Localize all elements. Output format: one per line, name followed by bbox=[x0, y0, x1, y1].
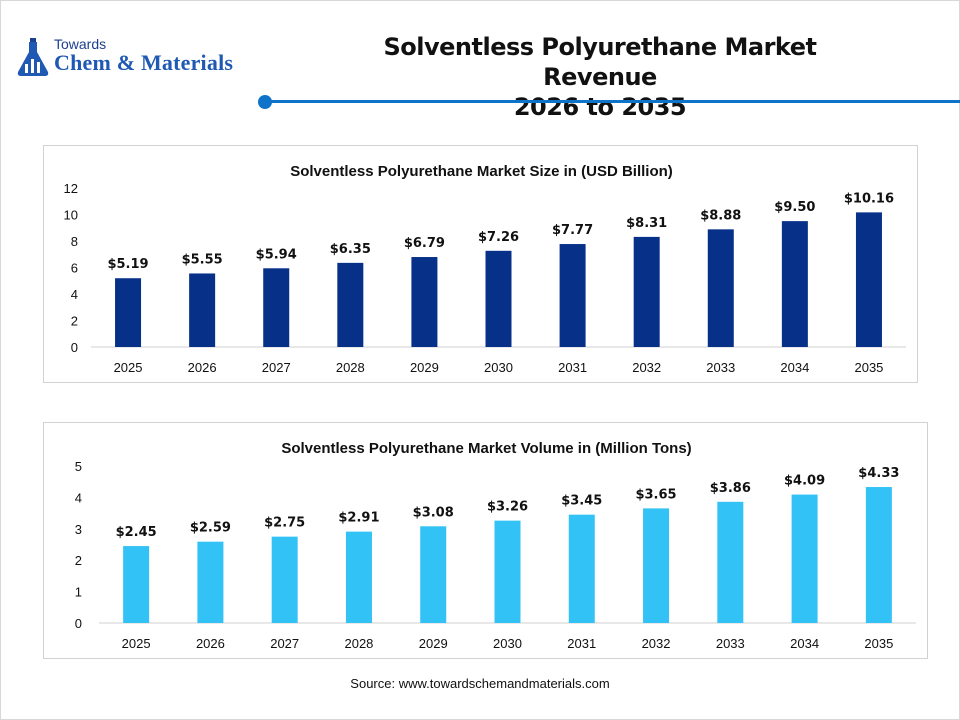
header-rule-line bbox=[268, 100, 960, 103]
bar bbox=[411, 257, 438, 347]
bar bbox=[337, 262, 364, 347]
y-tick-label: 1 bbox=[75, 585, 82, 600]
x-tick-label: 2030 bbox=[493, 636, 522, 651]
data-label: $5.55 bbox=[182, 252, 223, 267]
bar bbox=[271, 536, 298, 623]
bar bbox=[559, 244, 586, 347]
logo-top-text: Towards bbox=[54, 36, 107, 52]
data-label: $3.08 bbox=[413, 505, 454, 520]
bar bbox=[420, 526, 447, 623]
data-label: $8.88 bbox=[700, 208, 741, 223]
bar bbox=[345, 531, 372, 623]
data-label: $3.65 bbox=[635, 487, 676, 502]
data-label: $4.09 bbox=[784, 474, 825, 489]
data-label: $5.94 bbox=[256, 247, 297, 262]
header-rule-dot bbox=[258, 95, 272, 109]
x-tick-label: 2033 bbox=[706, 360, 735, 375]
bar bbox=[865, 487, 892, 623]
chart-title: Solventless Polyurethane Market Size in … bbox=[290, 163, 673, 180]
x-tick-label: 2025 bbox=[114, 360, 143, 375]
data-label: $6.79 bbox=[404, 236, 445, 251]
x-tick-label: 2035 bbox=[864, 636, 893, 651]
data-label: $2.91 bbox=[338, 511, 379, 526]
data-label: $10.16 bbox=[844, 191, 894, 206]
x-tick-label: 2031 bbox=[567, 636, 596, 651]
y-tick-label: 10 bbox=[64, 208, 78, 223]
bar bbox=[197, 541, 224, 623]
y-tick-label: 0 bbox=[71, 340, 78, 355]
x-tick-label: 2032 bbox=[642, 636, 671, 651]
bar bbox=[189, 273, 216, 347]
y-tick-label: 3 bbox=[75, 522, 82, 537]
bar bbox=[123, 546, 150, 623]
bar bbox=[707, 229, 734, 347]
x-tick-label: 2033 bbox=[716, 636, 745, 651]
y-tick-label: 4 bbox=[71, 287, 78, 302]
x-tick-label: 2030 bbox=[484, 360, 513, 375]
bar bbox=[781, 221, 808, 347]
revenue-chart-panel: Solventless Polyurethane Market Size in … bbox=[43, 145, 918, 383]
data-label: $3.86 bbox=[710, 481, 751, 496]
data-label: $3.26 bbox=[487, 500, 528, 515]
data-label: $8.31 bbox=[626, 216, 667, 231]
data-label: $7.77 bbox=[552, 223, 593, 238]
x-tick-label: 2028 bbox=[344, 636, 373, 651]
flask-chart-icon bbox=[17, 38, 49, 76]
bar bbox=[643, 508, 670, 623]
y-tick-label: 8 bbox=[71, 234, 78, 249]
data-label: $6.35 bbox=[330, 242, 371, 257]
y-tick-label: 4 bbox=[75, 490, 82, 505]
data-label: $9.50 bbox=[774, 200, 815, 215]
bar bbox=[263, 268, 290, 347]
x-tick-label: 2027 bbox=[270, 636, 299, 651]
revenue-chart: Solventless Polyurethane Market Size in … bbox=[64, 163, 906, 375]
data-label: $4.33 bbox=[858, 466, 899, 481]
x-tick-label: 2029 bbox=[410, 360, 439, 375]
x-tick-label: 2034 bbox=[790, 636, 819, 651]
y-tick-label: 2 bbox=[71, 314, 78, 329]
bar bbox=[717, 501, 744, 623]
y-tick-label: 2 bbox=[75, 553, 82, 568]
x-tick-label: 2032 bbox=[632, 360, 661, 375]
data-label: $5.19 bbox=[107, 257, 148, 272]
page-title: Solventless Polyurethane Market Revenue … bbox=[330, 32, 870, 122]
bar bbox=[568, 514, 595, 623]
logo: Towards Chem & Materials bbox=[16, 36, 261, 78]
bar bbox=[791, 494, 818, 623]
page-title-line2: 2026 to 2035 bbox=[513, 93, 687, 121]
volume-chart-panel: Solventless Polyurethane Market Volume i… bbox=[43, 422, 928, 659]
y-tick-label: 5 bbox=[75, 459, 82, 474]
source-note: Source: www.towardschemandmaterials.com bbox=[350, 676, 610, 691]
data-label: $2.59 bbox=[190, 521, 231, 536]
page-title-line1: Solventless Polyurethane Market Revenue bbox=[383, 33, 817, 91]
logo-brand-text: Chem & Materials bbox=[54, 50, 234, 75]
x-tick-label: 2025 bbox=[122, 636, 151, 651]
y-tick-label: 12 bbox=[64, 181, 78, 196]
bar bbox=[633, 236, 660, 347]
x-tick-label: 2026 bbox=[196, 636, 225, 651]
data-label: $2.45 bbox=[116, 525, 157, 540]
bar bbox=[855, 212, 882, 347]
bar bbox=[485, 250, 512, 347]
volume-chart: Solventless Polyurethane Market Volume i… bbox=[75, 440, 916, 651]
x-tick-label: 2034 bbox=[780, 360, 809, 375]
data-label: $2.75 bbox=[264, 516, 305, 531]
x-tick-label: 2035 bbox=[854, 360, 883, 375]
bar bbox=[494, 520, 521, 623]
chart-title: Solventless Polyurethane Market Volume i… bbox=[281, 440, 691, 457]
x-tick-label: 2029 bbox=[419, 636, 448, 651]
x-tick-label: 2031 bbox=[558, 360, 587, 375]
x-tick-label: 2026 bbox=[188, 360, 217, 375]
y-tick-label: 6 bbox=[71, 261, 78, 276]
data-label: $7.26 bbox=[478, 230, 519, 245]
x-tick-label: 2028 bbox=[336, 360, 365, 375]
data-label: $3.45 bbox=[561, 494, 602, 509]
x-tick-label: 2027 bbox=[262, 360, 291, 375]
y-tick-label: 0 bbox=[75, 616, 82, 631]
bar bbox=[115, 278, 142, 347]
